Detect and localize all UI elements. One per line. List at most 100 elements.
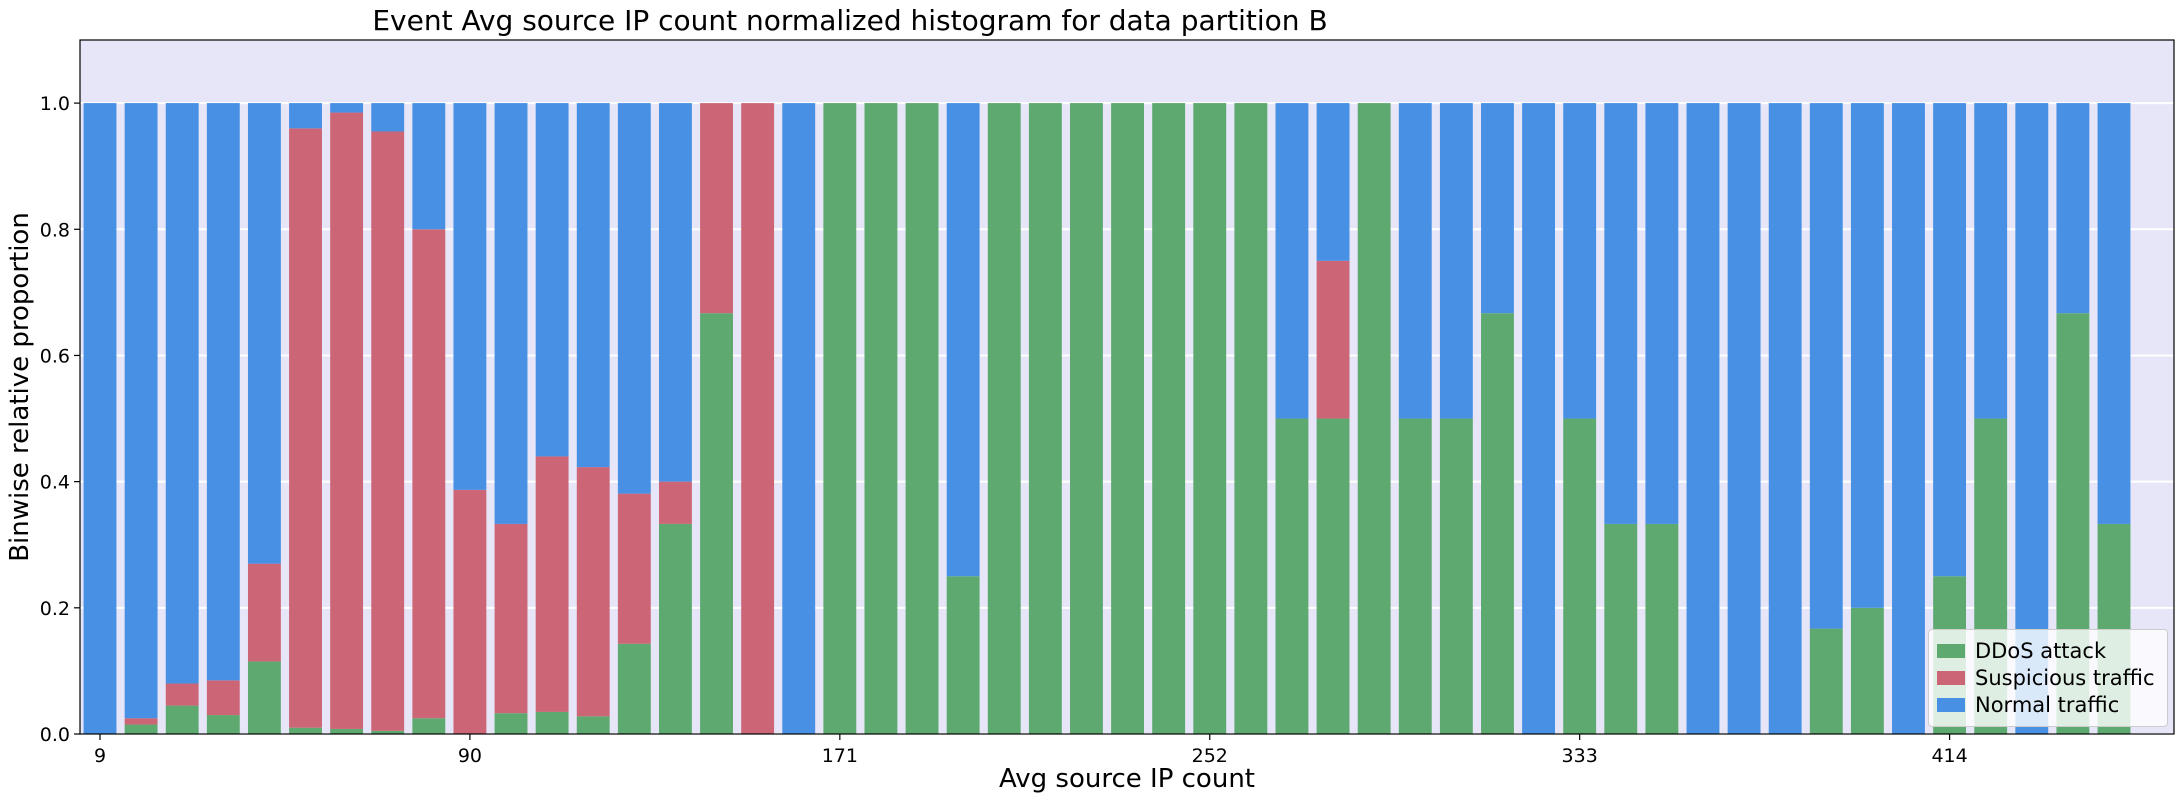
x-tick-label: 252: [1192, 745, 1228, 767]
bar-segment-suspicious-traffic: [371, 131, 405, 731]
bar-segment-ddos-attack: [535, 711, 569, 734]
bar-segment-ddos-attack: [1481, 313, 1514, 734]
bar-segment-ddos-attack: [1193, 103, 1227, 734]
legend: DDoS attack Suspicious traffic Normal tr…: [1928, 629, 2168, 727]
bar-segment-ddos-attack: [946, 576, 980, 734]
bar-segment-ddos-attack: [1850, 607, 1884, 734]
bar-segment-ddos-attack: [823, 103, 857, 734]
legend-swatch-suspicious: [1937, 670, 1965, 685]
bar-segment-ddos-attack: [371, 730, 405, 734]
bar-segment-ddos-attack: [124, 724, 158, 734]
legend-swatch-normal: [1937, 697, 1965, 712]
bar-segment-suspicious-traffic: [576, 467, 610, 717]
y-axis-label: Binwise relative proportion: [5, 212, 35, 562]
bar-segment-ddos-attack: [247, 661, 281, 734]
bar-segment-ddos-attack: [494, 713, 528, 734]
bar-segment-normal-traffic: [576, 103, 610, 468]
y-tick-label: 0.4: [40, 472, 70, 494]
x-tick-label: 333: [1562, 745, 1598, 767]
bars: [83, 103, 2131, 734]
bar-segment-normal-traffic: [289, 103, 322, 129]
bar-segment-normal-traffic: [1481, 103, 1514, 314]
y-axis-ticks: 0.0 0.2 0.4 0.6 0.8 1.0: [40, 93, 80, 746]
bar-segment-ddos-attack: [1070, 103, 1103, 734]
bar-segment-suspicious-traffic: [124, 718, 158, 725]
bar-segment-normal-traffic: [83, 103, 117, 734]
bar-segment-suspicious-traffic: [1316, 260, 1350, 419]
bar-segment-suspicious-traffic: [700, 103, 733, 314]
bar-segment-normal-traffic: [1398, 103, 1432, 419]
plot-frame: [79, 39, 2175, 735]
bar-segment-normal-traffic: [946, 103, 980, 577]
bar-segment-ddos-attack: [1152, 103, 1186, 734]
bar-segment-suspicious-traffic: [289, 128, 322, 728]
bar-segment-ddos-attack: [1809, 628, 1843, 734]
bar-segment-ddos-attack: [206, 715, 240, 734]
bar-segment-normal-traffic: [1974, 103, 2008, 419]
bar-segment-ddos-attack: [1357, 103, 1391, 734]
bar-segment-normal-traffic: [2097, 103, 2131, 524]
legend-label-suspicious: Suspicious traffic: [1975, 665, 2155, 690]
bar-segment-suspicious-traffic: [658, 481, 692, 524]
legend-item-normal: Normal traffic: [1937, 691, 2159, 718]
bar-segment-suspicious-traffic: [741, 103, 775, 734]
bar-segment-suspicious-traffic: [206, 680, 240, 716]
chart-title: Event Avg source IP count normalized his…: [372, 4, 1327, 37]
bar-segment-ddos-attack: [1563, 418, 1597, 734]
bar-segment-normal-traffic: [247, 103, 281, 564]
bar-segment-ddos-attack: [1275, 418, 1309, 734]
legend-swatch-ddos: [1937, 643, 1965, 658]
bar-segment-suspicious-traffic: [247, 563, 281, 662]
x-tick-label: 171: [822, 745, 858, 767]
bar-segment-ddos-attack: [289, 727, 322, 734]
bar-segment-normal-traffic: [1892, 103, 1925, 734]
bar-segment-ddos-attack: [1398, 418, 1432, 734]
bar-segment-normal-traffic: [1727, 103, 1761, 734]
bar-segment-normal-traffic: [330, 103, 364, 113]
bar-segment-normal-traffic: [124, 103, 158, 719]
bar-segment-ddos-attack: [1316, 418, 1350, 734]
legend-item-suspicious: Suspicious traffic: [1937, 664, 2159, 691]
y-tick-label: 0.0: [40, 724, 70, 746]
bar-segment-ddos-attack: [864, 103, 898, 734]
x-axis-ticks: 9 90 171 252 333 414: [94, 734, 1968, 767]
bar-segment-normal-traffic: [1686, 103, 1720, 734]
bar-segment-suspicious-traffic: [535, 456, 569, 712]
x-tick-label: 90: [458, 745, 482, 767]
bar-segment-ddos-attack: [617, 643, 651, 734]
bar-segment-suspicious-traffic: [453, 489, 487, 734]
y-tick-label: 0.6: [40, 345, 70, 367]
bar-segment-normal-traffic: [2015, 103, 2049, 734]
bar-segment-normal-traffic: [2056, 103, 2090, 314]
bar-segment-normal-traffic: [371, 103, 405, 132]
legend-label-normal: Normal traffic: [1975, 692, 2120, 717]
bar-segment-ddos-attack: [1234, 103, 1268, 734]
bar-segment-ddos-attack: [1439, 418, 1473, 734]
bar-segment-normal-traffic: [1522, 103, 1556, 734]
y-tick-label: 1.0: [40, 93, 70, 115]
bar-segment-ddos-attack: [576, 716, 610, 734]
bar-segment-normal-traffic: [1439, 103, 1473, 419]
bar-segment-normal-traffic: [1604, 103, 1638, 524]
bar-segment-normal-traffic: [1645, 103, 1679, 524]
bar-segment-normal-traffic: [494, 103, 528, 524]
bar-segment-ddos-attack: [1645, 523, 1679, 734]
x-axis-label: Avg source IP count: [999, 764, 1255, 794]
legend-label-ddos: DDoS attack: [1975, 638, 2107, 663]
bar-segment-suspicious-traffic: [330, 112, 364, 729]
bar-segment-ddos-attack: [987, 103, 1021, 734]
bar-segment-ddos-attack: [700, 313, 733, 734]
bar-segment-normal-traffic: [1316, 103, 1350, 261]
bar-segment-normal-traffic: [1850, 103, 1884, 608]
bar-segment-normal-traffic: [412, 103, 446, 230]
y-tick-label: 0.8: [40, 219, 70, 241]
bar-segment-suspicious-traffic: [617, 493, 651, 644]
bar-segment-normal-traffic: [1768, 103, 1802, 734]
bar-segment-normal-traffic: [1563, 103, 1597, 419]
x-tick-label: 414: [1931, 745, 1967, 767]
bar-segment-normal-traffic: [617, 103, 651, 494]
x-tick-label: 9: [94, 745, 106, 767]
bar-segment-normal-traffic: [535, 103, 569, 457]
bar-segment-normal-traffic: [206, 103, 240, 681]
